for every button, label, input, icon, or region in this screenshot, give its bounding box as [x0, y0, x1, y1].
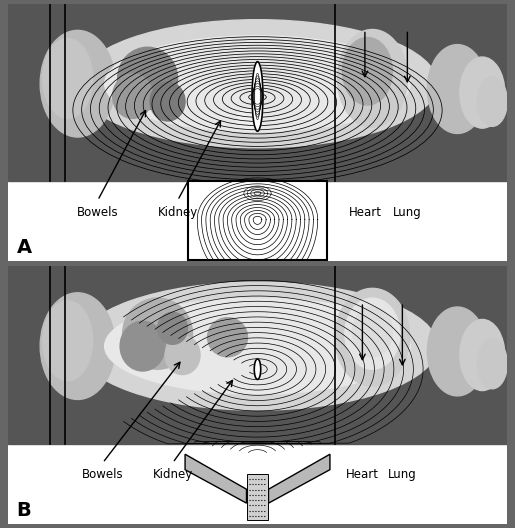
Ellipse shape — [237, 109, 258, 130]
Ellipse shape — [123, 298, 193, 369]
Text: Lung: Lung — [388, 468, 417, 481]
Text: A: A — [16, 238, 32, 257]
Ellipse shape — [460, 57, 505, 128]
Text: Bowels: Bowels — [77, 206, 118, 219]
Bar — [8, 182, 507, 261]
Ellipse shape — [165, 335, 200, 374]
Ellipse shape — [254, 359, 261, 380]
Text: Kidney: Kidney — [158, 206, 198, 219]
Ellipse shape — [427, 44, 487, 134]
Ellipse shape — [40, 31, 115, 137]
Ellipse shape — [40, 293, 115, 400]
Ellipse shape — [352, 307, 392, 357]
Ellipse shape — [158, 313, 187, 344]
Ellipse shape — [105, 36, 410, 131]
Text: Lung: Lung — [393, 206, 422, 219]
Ellipse shape — [477, 339, 507, 389]
Bar — [8, 266, 507, 444]
Bar — [8, 4, 507, 182]
Ellipse shape — [252, 62, 263, 131]
Ellipse shape — [150, 82, 185, 121]
Text: Heart: Heart — [346, 468, 379, 481]
Ellipse shape — [105, 298, 410, 394]
Ellipse shape — [342, 37, 392, 105]
Ellipse shape — [335, 288, 410, 386]
Ellipse shape — [460, 319, 505, 391]
Ellipse shape — [208, 318, 248, 357]
Bar — [247, 474, 268, 520]
Bar — [187, 182, 328, 260]
Ellipse shape — [345, 298, 400, 369]
Ellipse shape — [117, 47, 178, 109]
Ellipse shape — [78, 282, 437, 410]
Ellipse shape — [43, 301, 93, 381]
Polygon shape — [185, 454, 247, 503]
Ellipse shape — [427, 307, 487, 396]
Text: Kidney: Kidney — [152, 468, 193, 481]
Text: Heart: Heart — [349, 206, 382, 219]
Bar — [8, 444, 507, 524]
Text: Bowels: Bowels — [82, 468, 124, 481]
Ellipse shape — [337, 30, 407, 127]
Polygon shape — [268, 454, 330, 503]
Ellipse shape — [43, 39, 93, 118]
Ellipse shape — [78, 20, 437, 148]
Text: B: B — [16, 501, 31, 520]
Ellipse shape — [113, 74, 152, 118]
Ellipse shape — [120, 321, 165, 371]
Ellipse shape — [477, 77, 507, 126]
